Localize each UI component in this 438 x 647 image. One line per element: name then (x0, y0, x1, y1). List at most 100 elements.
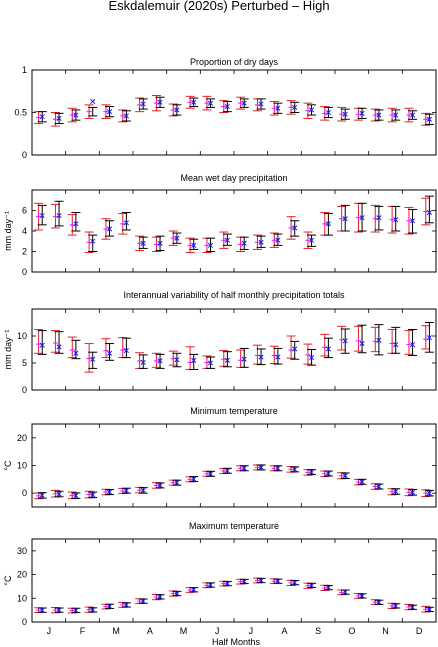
y-tick-label: 10 (17, 593, 27, 603)
data-point (258, 577, 264, 584)
data-point (359, 215, 365, 221)
data-point (339, 111, 345, 117)
data-point (191, 587, 197, 593)
data-point (426, 490, 432, 496)
data-point (73, 350, 79, 356)
data-point (191, 476, 197, 482)
data-point (325, 221, 331, 227)
data-point (275, 354, 281, 360)
data-point (137, 487, 143, 493)
data-point (406, 489, 412, 495)
data-point (140, 598, 146, 604)
data-point (342, 589, 348, 595)
data-point (389, 489, 395, 495)
data-point (339, 473, 345, 479)
data-point (157, 240, 163, 246)
month-tick-label: D (416, 626, 423, 636)
data-point (73, 493, 79, 499)
panel-title: Minimum temperature (190, 406, 278, 416)
data-point (191, 242, 197, 248)
y-axis-label: °C (3, 575, 13, 586)
data-point (372, 483, 378, 490)
data-point (39, 607, 45, 613)
data-point (288, 104, 294, 110)
y-tick-label: 5 (22, 358, 27, 368)
data-point (120, 221, 126, 227)
month-tick-label: A (147, 626, 153, 636)
data-point (56, 115, 62, 122)
data-point (322, 110, 328, 116)
x-axis-label: Half Months (212, 637, 261, 647)
data-point (325, 109, 331, 116)
figure-title: Eskdalemuir (2020s) Perturbed – High (108, 0, 329, 13)
data-point (271, 105, 277, 111)
y-axis-label: °C (3, 460, 13, 471)
data-point (275, 465, 281, 471)
data-point (221, 103, 227, 110)
data-point (187, 99, 193, 105)
data-point (106, 603, 113, 609)
data-point (39, 492, 45, 498)
data-point (376, 337, 382, 343)
data-point (372, 338, 378, 344)
data-point (426, 335, 432, 341)
panel-title: Mean wet day precipitation (180, 173, 287, 183)
data-point (52, 116, 59, 122)
y-tick-label: 6 (22, 206, 27, 216)
data-point (221, 356, 227, 362)
data-point (140, 487, 146, 493)
data-point (376, 215, 382, 221)
data-point (170, 107, 176, 113)
data-point (393, 603, 399, 609)
data-point (238, 100, 244, 106)
data-point (342, 111, 348, 117)
data-point (137, 240, 143, 246)
data-point (241, 356, 247, 362)
data-point (292, 104, 298, 110)
data-point (56, 607, 62, 613)
data-point (275, 105, 281, 111)
y-tick-label: 0 (22, 488, 27, 498)
data-point (342, 216, 348, 222)
data-point (254, 102, 261, 108)
y-tick-label: 0.5 (14, 108, 27, 118)
chart-panel-2: Mean wet day precipitation mm day⁻¹ 0 2 4 6 (3, 173, 437, 277)
data-point (393, 112, 399, 118)
data-point (86, 239, 92, 245)
data-point (204, 242, 210, 248)
y-tick-label: 2 (22, 247, 27, 257)
data-point (339, 216, 345, 222)
data-point (389, 217, 395, 223)
data-point (69, 492, 75, 498)
axes-frame (31, 69, 437, 156)
data-point (275, 578, 281, 584)
data-point (376, 599, 382, 605)
panel-title: Maximum temperature (189, 521, 279, 531)
y-tick-label: 0 (22, 385, 27, 395)
data-point (153, 100, 160, 106)
y-axis-label: mm day⁻¹ (3, 211, 13, 251)
data-point (56, 213, 62, 219)
data-point (90, 492, 96, 498)
data-point (73, 112, 79, 118)
chart-panel-5: Maximum temperature °C 0 10 20 30 J F M A M J J A S O N D (3, 521, 437, 636)
data-point (52, 340, 59, 346)
data-point (86, 109, 92, 115)
data-point (86, 491, 92, 498)
data-point (238, 241, 244, 247)
data-point (275, 237, 281, 243)
data-point (409, 342, 416, 348)
data-point (359, 341, 365, 347)
data-point (106, 489, 113, 495)
data-point (123, 602, 129, 608)
data-point (157, 99, 163, 105)
data-point (258, 101, 264, 107)
data-point (140, 101, 146, 107)
data-point (409, 489, 416, 495)
data-point (325, 470, 331, 477)
data-point (86, 356, 92, 362)
data-point (241, 240, 247, 246)
data-point (305, 237, 311, 243)
data-point (39, 213, 45, 219)
data-point (174, 480, 180, 486)
